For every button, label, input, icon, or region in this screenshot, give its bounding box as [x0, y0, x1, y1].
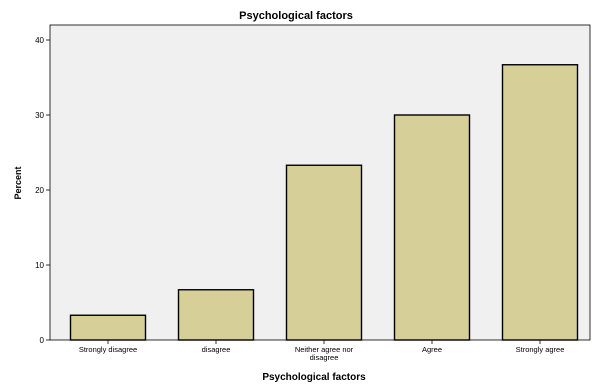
- x-tick-label: disagree: [310, 353, 339, 362]
- bar: [69, 314, 147, 341]
- y-tick-label: 30: [35, 111, 44, 120]
- y-tick-label: 0: [40, 336, 45, 345]
- bar: [501, 64, 579, 341]
- x-tick-label: disagree: [202, 345, 231, 354]
- x-tick-label: Strongly agree: [516, 345, 565, 354]
- x-axis-title: Psychological factors: [262, 372, 366, 383]
- x-tick-label: Agree: [422, 345, 442, 354]
- x-tick-label: Strongly disagree: [79, 345, 137, 354]
- y-tick-label: 20: [35, 186, 44, 195]
- bar: [285, 164, 363, 341]
- bar: [393, 114, 471, 341]
- y-axis-title: Percent: [13, 166, 23, 199]
- bar: [177, 289, 255, 341]
- chart-title: Psychological factors: [239, 10, 353, 22]
- y-tick-label: 10: [35, 261, 44, 270]
- y-tick-label: 40: [35, 36, 44, 45]
- x-tick-label: Neither agree nor: [295, 345, 354, 354]
